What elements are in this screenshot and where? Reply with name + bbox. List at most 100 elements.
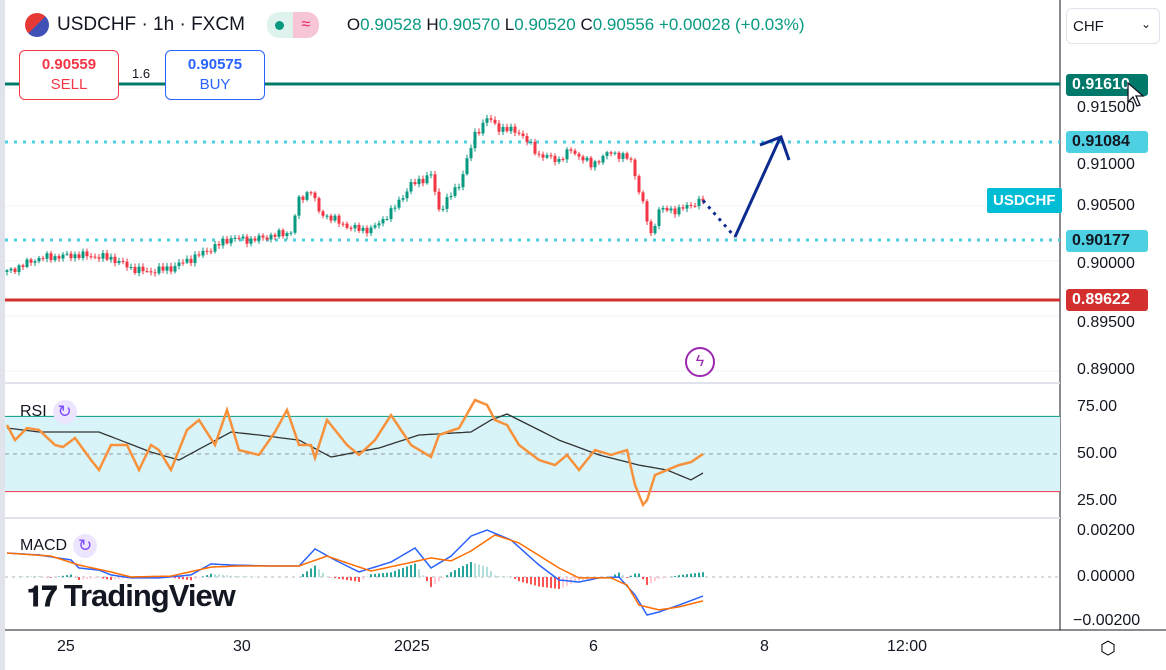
candle — [325, 215, 329, 217]
macd-histogram-bar — [694, 573, 696, 577]
candle — [269, 234, 273, 240]
macd-histogram-bar — [646, 577, 648, 585]
candle — [265, 237, 269, 240]
ohlc-values: O0.90528 H0.90570 L0.90520 C0.90556 +0.0… — [346, 15, 805, 34]
macd-histogram-bar — [574, 577, 576, 583]
candle — [109, 256, 113, 260]
candle — [609, 152, 613, 154]
time-tick: 30 — [233, 638, 251, 655]
macd-histogram-bar — [658, 577, 660, 580]
candle — [45, 253, 49, 259]
candle — [373, 225, 377, 228]
candle — [377, 223, 381, 226]
candle — [621, 153, 625, 159]
macd-histogram-bar — [182, 577, 184, 580]
candle — [685, 204, 689, 209]
macd-histogram-bar — [350, 577, 352, 581]
candle — [249, 238, 253, 244]
candle — [433, 174, 437, 192]
candle — [305, 192, 309, 200]
macd-histogram-bar — [202, 576, 204, 577]
candle — [641, 192, 645, 202]
candle — [413, 182, 417, 185]
macd-histogram-bar — [338, 577, 340, 579]
macd-histogram-bar — [430, 577, 432, 588]
level-label-bottom[interactable]: 0.89622 — [1066, 289, 1148, 311]
candle — [593, 161, 597, 168]
candle — [625, 153, 629, 159]
candle — [653, 225, 657, 234]
candle — [221, 238, 225, 246]
candle — [277, 230, 281, 237]
macd-histogram-bar — [194, 577, 196, 580]
chevron-down-icon: ⌄ — [1140, 17, 1151, 31]
currency-select[interactable]: CHF ⌄ — [1066, 8, 1160, 44]
level-label-lower[interactable]: 0.90177 — [1066, 230, 1148, 252]
symbol-title[interactable]: USDCHF · 1h · FXCM — [57, 14, 245, 35]
rsi-line — [5, 398, 704, 508]
macd-histogram-bar — [438, 577, 440, 582]
candle — [561, 158, 565, 160]
sell-button[interactable]: 0.90559 SELL — [19, 50, 119, 100]
macd-histogram-bar — [542, 577, 544, 588]
candle — [541, 154, 545, 158]
candle — [153, 272, 157, 274]
candle — [569, 149, 573, 151]
candle — [201, 250, 205, 256]
macd-histogram-bar — [214, 574, 216, 577]
macd-histogram-bar — [322, 572, 324, 577]
candle — [381, 219, 385, 224]
candle — [85, 251, 89, 257]
level-label-upper[interactable]: 0.91084 — [1066, 131, 1148, 153]
refresh-icon[interactable]: ↻ — [73, 534, 98, 558]
macd-histogram-bar — [702, 572, 704, 577]
candle — [25, 259, 29, 267]
rsi-tick: 25.00 — [1077, 492, 1118, 509]
chart-canvas[interactable] — [5, 0, 1166, 670]
candle — [321, 211, 325, 216]
macd-histogram-bar — [410, 564, 412, 577]
candle — [589, 157, 593, 168]
candle — [605, 152, 609, 156]
symbol-price-tag: USDCHF — [987, 188, 1062, 213]
buy-button[interactable]: 0.90575 BUY — [165, 50, 265, 100]
candle — [565, 149, 569, 160]
candle — [225, 238, 229, 244]
macd-histogram-bar — [550, 577, 552, 588]
tradingview-logo[interactable]: 𝟏𝟕 TradingView — [27, 578, 236, 613]
candle — [461, 174, 465, 188]
macd-histogram-bar — [94, 577, 96, 579]
macd-histogram-bar — [78, 577, 80, 580]
candle — [13, 268, 17, 273]
candle — [293, 215, 297, 233]
candle — [545, 155, 549, 158]
macd-histogram-bar — [406, 566, 408, 577]
candle — [49, 253, 53, 261]
market-status[interactable]: ≈ — [266, 12, 319, 38]
candle — [209, 251, 213, 253]
refresh-icon[interactable]: ↻ — [52, 400, 77, 424]
macd-histogram-bar — [454, 570, 456, 577]
projection-dotted — [701, 199, 737, 238]
macd-histogram-bar — [546, 577, 548, 588]
candle — [97, 257, 101, 259]
settings-icon[interactable]: ⬡ — [1100, 638, 1116, 658]
candle — [145, 271, 149, 273]
macd-tick: 0.00200 — [1077, 522, 1135, 539]
candle — [61, 254, 65, 259]
candle — [121, 261, 125, 263]
macd-histogram-bar — [498, 575, 500, 577]
macd-histogram-bar — [302, 574, 304, 577]
candle — [393, 207, 397, 209]
candle — [681, 207, 685, 209]
lightning-alert-icon[interactable]: ϟ — [685, 347, 715, 377]
candle — [353, 224, 357, 229]
macd-histogram-bar — [218, 574, 220, 577]
price-tick: 0.90000 — [1077, 255, 1135, 272]
candle — [425, 175, 429, 184]
macd-histogram-bar — [482, 565, 484, 577]
macd-histogram-bar — [310, 568, 312, 577]
candle — [337, 215, 341, 224]
candle — [693, 205, 697, 207]
candle — [557, 158, 561, 162]
